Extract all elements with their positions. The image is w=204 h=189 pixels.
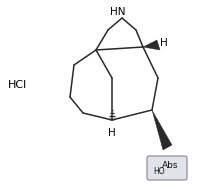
Text: HO: HO (152, 167, 164, 176)
FancyBboxPatch shape (146, 156, 186, 180)
Text: HCl: HCl (8, 80, 27, 90)
Text: Abs: Abs (161, 161, 177, 170)
Polygon shape (142, 40, 159, 50)
Text: H: H (159, 38, 167, 48)
Polygon shape (151, 110, 171, 150)
Text: H: H (108, 128, 115, 138)
Text: HN: HN (110, 7, 125, 17)
